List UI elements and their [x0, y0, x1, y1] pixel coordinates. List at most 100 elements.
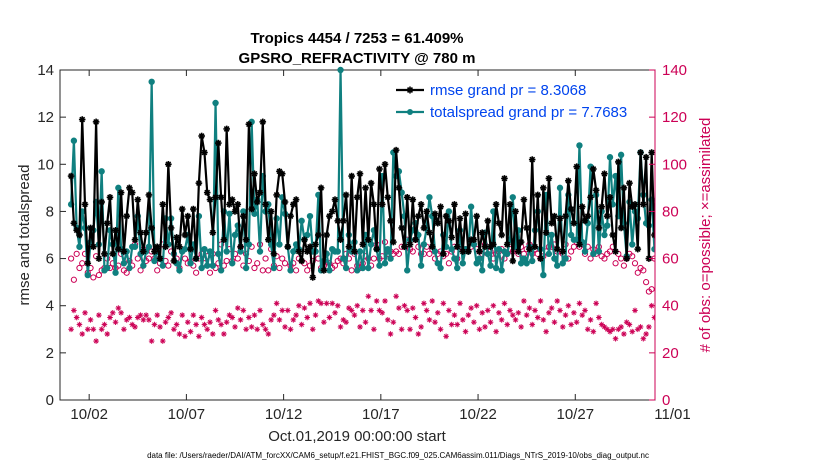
rmse-point: [165, 160, 172, 168]
x-tick-label: 10/02: [70, 406, 108, 423]
obs-assimilated-point: [87, 317, 94, 323]
y2-tick-label: 80: [662, 203, 679, 220]
rmse-point: [348, 172, 355, 180]
obs-assimilated-point: [84, 326, 91, 333]
obs-assimilated-point: [640, 335, 647, 342]
rmse-point: [509, 257, 517, 265]
rmse-point: [617, 224, 625, 232]
rmse-point: [106, 193, 114, 201]
rmse-point: [473, 212, 480, 220]
rmse-point: [376, 165, 383, 173]
totalspread-point: [556, 184, 564, 192]
x-tick-label: 10/17: [362, 406, 400, 423]
totalspread-point: [215, 250, 222, 258]
rmse-point: [528, 156, 536, 163]
y2-tick-label: 60: [662, 251, 679, 268]
rmse-point: [281, 198, 289, 206]
totalspread-point: [337, 66, 344, 74]
obs-assimilated-point: [448, 321, 455, 328]
obs-assimilated-point: [148, 338, 155, 344]
rmse-point: [67, 172, 75, 180]
obs-assimilated-point: [618, 324, 624, 330]
obs-possible-point: [265, 267, 272, 274]
rmse-point: [581, 217, 589, 225]
obs-possible-point: [262, 255, 269, 262]
totalspread-point: [576, 142, 583, 149]
obs-assimilated-point: [482, 324, 488, 330]
obs-assimilated-point: [540, 317, 547, 323]
rmse-point: [367, 179, 375, 187]
totalspread-point: [604, 222, 611, 229]
rmse-point: [195, 179, 203, 187]
rmse-point: [503, 241, 511, 248]
rmse-point: [306, 243, 314, 251]
rmse-point: [353, 193, 361, 201]
obs-assimilated-point: [543, 328, 549, 335]
rmse-point: [342, 191, 350, 199]
rmse-point: [284, 243, 292, 251]
totalspread-point: [554, 262, 561, 269]
totalspread-point: [342, 264, 350, 272]
obs-assimilated-point: [301, 305, 308, 311]
obs-assimilated-point: [473, 302, 480, 309]
obs-assimilated-point: [518, 324, 524, 330]
rmse-point: [520, 196, 528, 203]
obs-assimilated-point: [434, 309, 441, 316]
totalspread-point: [606, 154, 614, 161]
rmse-point: [437, 203, 444, 211]
obs-assimilated-point: [232, 324, 238, 330]
obs-assimilated-point: [98, 326, 105, 333]
obs-assimilated-point: [104, 331, 111, 337]
obs-assimilated-point: [309, 326, 316, 333]
obs-assimilated-point: [68, 326, 74, 333]
totalspread-point: [151, 257, 158, 265]
obs-assimilated-point: [476, 326, 483, 333]
obs-assimilated-point: [282, 324, 288, 330]
rmse-point: [409, 196, 417, 203]
totalspread-point: [420, 241, 428, 248]
totalspread-point: [479, 267, 486, 274]
obs-possible-point: [445, 260, 452, 267]
rmse-point: [78, 116, 86, 123]
totalspread-point: [201, 245, 208, 253]
rmse-point: [76, 231, 83, 239]
rmse-point: [548, 219, 555, 227]
obs-assimilated-point: [534, 314, 541, 321]
totalspread-point: [181, 245, 189, 253]
rmse-point: [351, 248, 358, 255]
obs-assimilated-point: [146, 317, 152, 323]
rmse-point: [517, 238, 525, 246]
totalspread-point: [251, 210, 258, 217]
rmse-point: [190, 205, 197, 213]
obs-assimilated-point: [248, 324, 255, 330]
rmse-point: [215, 139, 222, 147]
obs-assimilated-point: [329, 300, 336, 307]
rmse-point: [220, 236, 228, 244]
rmse-point: [495, 219, 503, 227]
rmse-point: [87, 224, 94, 232]
totalspread-point: [367, 241, 375, 248]
rmse-point: [98, 198, 105, 206]
obs-assimilated-point: [382, 298, 388, 304]
rmse-point: [540, 184, 547, 192]
totalspread-point: [209, 262, 216, 269]
legend-rmse-label: rmse grand pr = 8.3068: [430, 82, 586, 99]
obs-possible-point: [279, 255, 286, 262]
rmse-point: [501, 175, 508, 182]
obs-assimilated-point: [348, 307, 355, 314]
obs-assimilated-point: [365, 293, 372, 300]
rmse-point: [609, 231, 617, 239]
rmse-point: [240, 212, 247, 220]
totalspread-point: [115, 184, 122, 192]
rmse-point: [373, 245, 380, 253]
rmse-point: [198, 132, 205, 140]
rmse-point: [117, 189, 125, 196]
rmse-point: [645, 255, 653, 262]
rmse-point: [181, 231, 189, 239]
rmse-point: [390, 238, 397, 246]
obs-assimilated-point: [437, 326, 444, 333]
obs-assimilated-point: [204, 326, 211, 333]
totalspread-point: [270, 264, 278, 272]
obs-possible-point: [90, 274, 97, 281]
obs-possible-point: [281, 260, 289, 267]
